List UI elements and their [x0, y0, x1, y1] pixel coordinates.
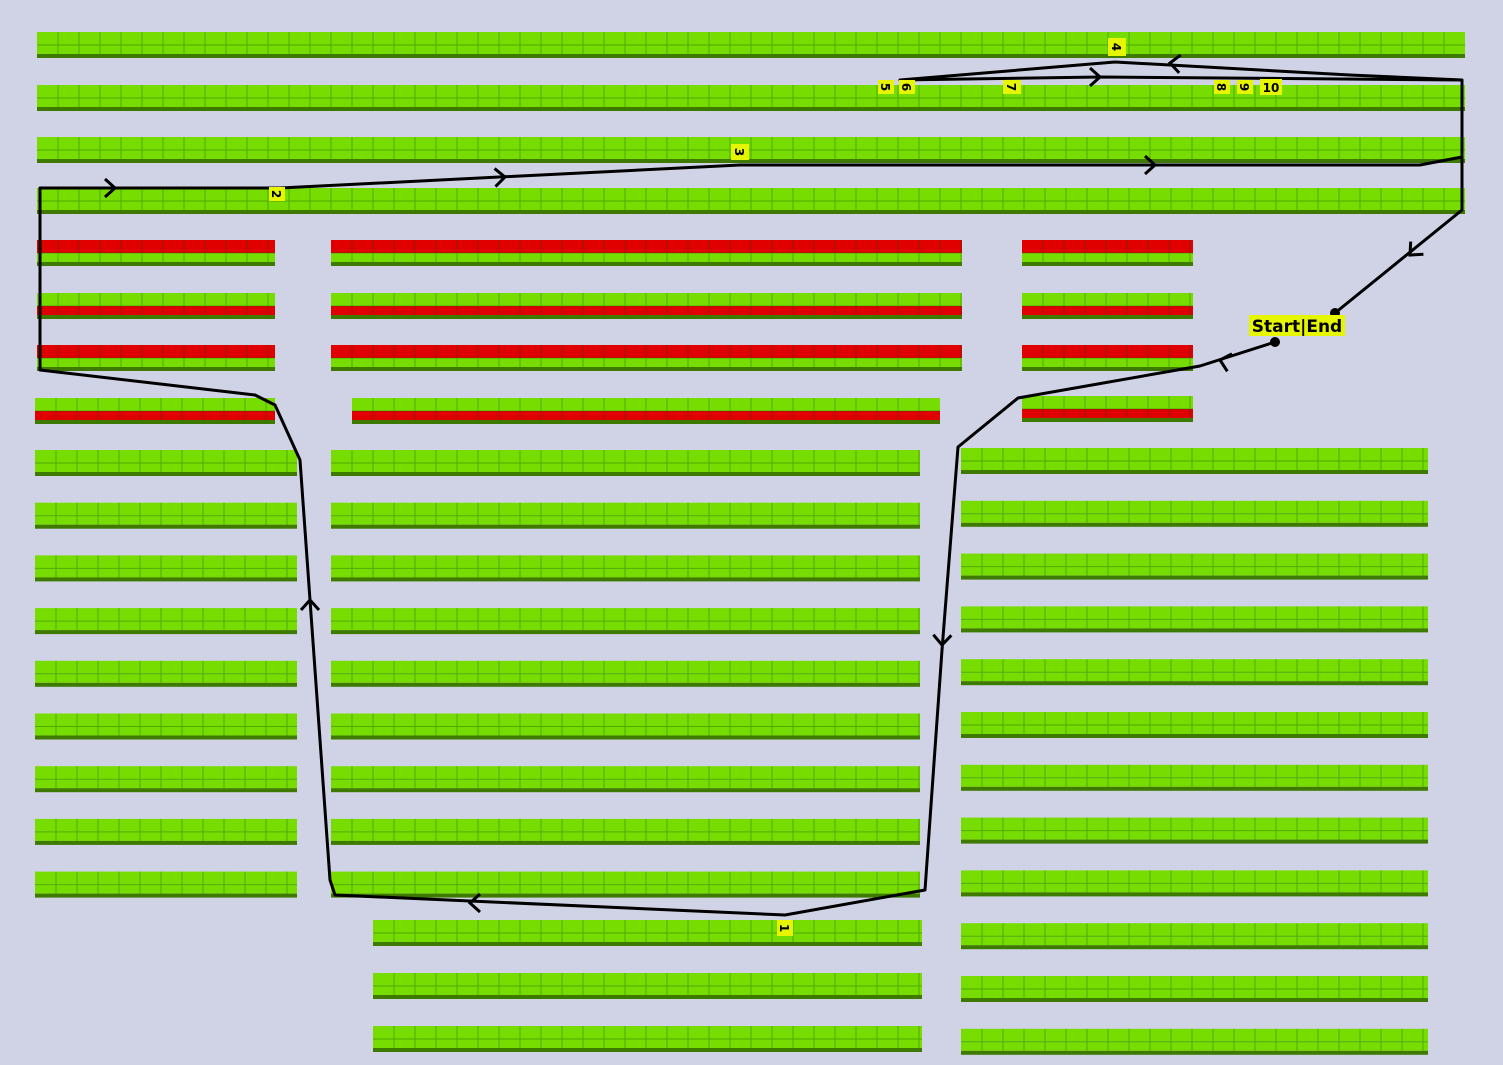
shelf — [331, 818, 920, 845]
direction-arrow-icon — [299, 597, 321, 612]
shelf — [961, 1028, 1428, 1055]
direction-arrow-icon — [1143, 154, 1158, 176]
start-end-label: Start|End — [1249, 315, 1345, 337]
direction-arrow-icon — [103, 177, 118, 199]
shelf — [961, 764, 1428, 791]
shelf — [331, 713, 920, 740]
shelf — [37, 85, 1465, 111]
direction-arrow-icon — [1217, 352, 1233, 373]
shelf — [37, 345, 275, 371]
shelf — [961, 500, 1428, 527]
stop-label-10: 10 — [1260, 79, 1282, 95]
stop-label-3: 3 — [731, 144, 749, 160]
shelf — [373, 920, 922, 946]
stop-label-4: 4 — [1108, 38, 1126, 56]
direction-arrow-icon — [932, 633, 953, 648]
stop-label-1: 1 — [777, 920, 793, 936]
stop-label-2: 2 — [269, 187, 285, 201]
shelf — [35, 450, 297, 476]
stop-label-6: 6 — [899, 80, 915, 94]
svg-text:3: 3 — [732, 148, 746, 156]
shelf — [331, 555, 920, 582]
shelf — [35, 713, 297, 740]
shelf — [961, 712, 1428, 738]
shelf — [1022, 293, 1193, 319]
shelf — [331, 293, 962, 319]
svg-text:9: 9 — [1237, 83, 1251, 91]
direction-arrow-icon — [1088, 66, 1103, 88]
shelf — [331, 345, 962, 371]
shelf — [331, 871, 920, 898]
svg-text:1: 1 — [777, 924, 791, 932]
route-path — [38, 60, 1464, 917]
shelf — [961, 870, 1428, 897]
shelf — [961, 817, 1428, 844]
direction-arrow-icon — [493, 167, 508, 188]
svg-text:2: 2 — [269, 190, 283, 198]
shelf — [331, 660, 920, 687]
shelf — [331, 450, 920, 476]
shelf — [331, 608, 920, 635]
svg-text:8: 8 — [1214, 83, 1228, 91]
shelf — [373, 973, 922, 999]
direction-arrow-icon — [1408, 241, 1424, 257]
shelf — [1022, 345, 1193, 371]
shelf — [37, 188, 1465, 214]
shelf — [1022, 396, 1193, 422]
svg-text:7: 7 — [1004, 83, 1018, 91]
shelf — [961, 976, 1428, 1002]
shelf — [35, 871, 297, 898]
shelf — [373, 1026, 922, 1052]
shelf — [35, 660, 297, 687]
shelf — [961, 659, 1428, 686]
route — [38, 53, 1464, 917]
shelf — [961, 606, 1428, 633]
shelves — [35, 32, 1465, 1055]
direction-arrow-icon — [467, 892, 482, 914]
svg-text:4: 4 — [1109, 43, 1123, 51]
shelf — [331, 502, 920, 529]
stop-label-5: 5 — [878, 80, 894, 94]
shelf — [352, 398, 940, 424]
stop-label-9: 9 — [1237, 80, 1253, 94]
direction-arrow-icon — [1167, 53, 1182, 74]
shelf — [1022, 240, 1193, 266]
shelf — [37, 240, 275, 266]
stop-label-7: 7 — [1003, 80, 1021, 94]
start-dot — [1270, 337, 1280, 347]
shelf — [35, 398, 275, 424]
shelf — [331, 766, 920, 793]
shelf — [331, 240, 962, 266]
shelf — [35, 818, 297, 845]
shelf — [35, 608, 297, 635]
svg-text:5: 5 — [878, 83, 892, 91]
shelf — [35, 766, 297, 793]
shelf — [961, 448, 1428, 474]
svg-text:Start|End: Start|End — [1252, 317, 1342, 337]
svg-text:10: 10 — [1263, 81, 1280, 95]
shelf — [35, 555, 297, 582]
shelf — [961, 553, 1428, 580]
stop-label-8: 8 — [1214, 80, 1230, 94]
stop-labels: 1 2 3 4 5 6 7 8 9 10 Start|End — [269, 38, 1345, 936]
svg-text:6: 6 — [899, 83, 913, 91]
shelf — [961, 923, 1428, 950]
shelf — [37, 293, 275, 319]
shelf — [35, 502, 297, 529]
shelf — [37, 32, 1465, 58]
shelf — [37, 137, 1465, 163]
